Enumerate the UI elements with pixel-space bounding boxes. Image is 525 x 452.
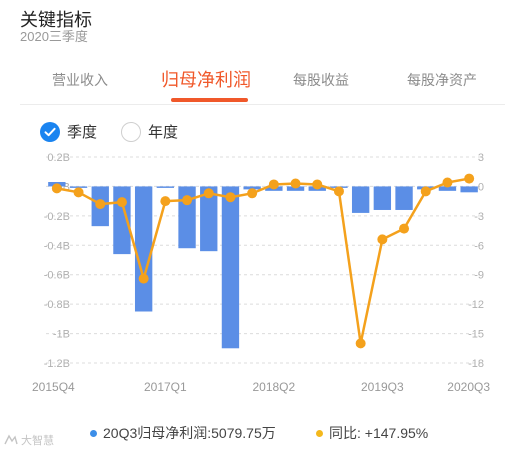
radio-quarter-label: 季度 — [67, 124, 98, 141]
tab-net-profit[interactable]: 归母净利润 — [161, 70, 251, 90]
active-tab-indicator — [171, 98, 248, 102]
legend-line-label: 同比: +147.95% — [329, 425, 429, 441]
y-right-tick-label: -3 — [474, 211, 484, 223]
x-tick-label: 2017Q1 — [144, 380, 187, 394]
net-profit-chart: 0.2B 30B 0-0.2B -3-0.4B -6-0.6B -9-0.8B -12-1B… — [32, 152, 490, 394]
bar — [134, 186, 153, 312]
radio-year[interactable]: 年度 — [121, 121, 178, 142]
yoy-point — [290, 178, 301, 189]
yoy-point — [160, 196, 171, 207]
yoy-point — [333, 186, 344, 197]
y-left-tick-label: -0.6B — [44, 270, 70, 282]
y-right-tick-label: -6 — [474, 240, 484, 252]
yoy-point — [203, 188, 214, 199]
yoy-point — [268, 179, 279, 190]
yoy-point — [225, 192, 236, 203]
bar — [200, 186, 218, 252]
y-left-tick-label: -1B — [53, 329, 70, 341]
x-tick-label: 2015Q4 — [32, 380, 75, 394]
x-tick-label: 2019Q3 — [361, 380, 404, 394]
x-tick-label: 2018Q2 — [252, 380, 295, 394]
yoy-point — [399, 223, 410, 234]
y-right-tick-label: -12 — [468, 299, 484, 311]
bar — [395, 186, 413, 210]
watermark: 大智慧 — [4, 432, 54, 448]
y-right-tick-label: 3 — [478, 152, 484, 164]
bar — [156, 186, 175, 188]
yoy-point — [116, 197, 127, 208]
tab-revenue[interactable]: 营业收入 — [52, 72, 108, 88]
yoy-point — [73, 187, 84, 198]
yoy-point — [312, 179, 323, 190]
radio-year-label: 年度 — [148, 124, 179, 141]
radio-quarter[interactable]: 季度 — [40, 121, 97, 142]
yoy-point — [464, 173, 475, 184]
yoy-point — [420, 186, 431, 197]
legend-bar-dot — [90, 429, 97, 437]
y-left-tick-label: -0.8B — [44, 299, 70, 311]
y-right-tick-label: 0 — [478, 181, 484, 193]
y-right-tick-label: -18 — [468, 358, 484, 370]
legend-line-dot — [316, 429, 323, 437]
yoy-point — [95, 199, 106, 210]
yoy-point — [247, 188, 258, 199]
page-title: 关键指标 — [20, 10, 92, 30]
legend-bar: 20Q3归母净利润:5079.75万 — [90, 423, 276, 443]
y-right-tick-label: -9 — [474, 270, 484, 282]
bar — [438, 186, 457, 191]
period-subtitle: 2020三季度 — [20, 29, 88, 44]
yoy-point — [182, 195, 193, 206]
bar — [460, 186, 478, 193]
y-left-tick-label: 0.2B — [47, 152, 70, 164]
bar — [243, 186, 261, 190]
bar — [286, 186, 305, 191]
y-left-tick-label: -1.2B — [44, 358, 70, 370]
tab-eps[interactable]: 每股收益 — [293, 72, 349, 88]
bar — [351, 186, 370, 213]
watermark-text: 大智慧 — [21, 435, 54, 447]
legend-line: 同比: +147.95% — [316, 423, 428, 443]
x-tick-label: 2020Q3 — [447, 380, 490, 394]
brand-logo-icon — [4, 434, 18, 445]
checkmark-icon — [40, 121, 60, 142]
y-right-tick-label: -15 — [468, 329, 484, 341]
legend-bar-label: 20Q3归母净利润:5079.75万 — [103, 425, 276, 441]
tab-bvps[interactable]: 每股净资产 — [407, 72, 477, 88]
yoy-point — [138, 273, 149, 284]
bar — [373, 186, 392, 210]
yoy-point — [355, 338, 366, 349]
empty-circle-icon — [121, 121, 141, 142]
metric-tabs: 营业收入 归母净利润 每股收益 每股净资产 — [0, 60, 525, 104]
bar — [221, 186, 240, 349]
yoy-point — [51, 183, 62, 194]
yoy-point — [442, 177, 453, 188]
bar — [69, 186, 88, 188]
yoy-point — [377, 234, 388, 245]
y-left-tick-label: -0.2B — [44, 211, 70, 223]
tabs-divider — [20, 104, 505, 105]
y-left-tick-label: -0.4B — [44, 240, 70, 252]
